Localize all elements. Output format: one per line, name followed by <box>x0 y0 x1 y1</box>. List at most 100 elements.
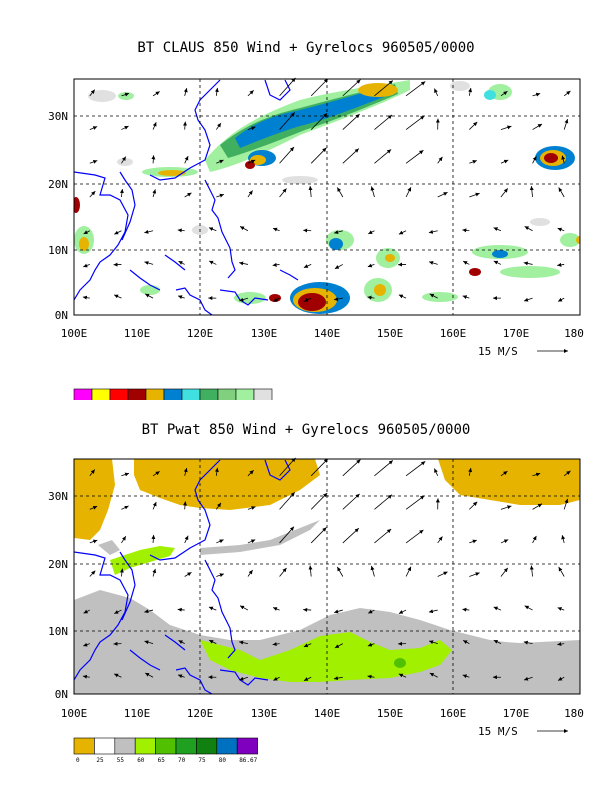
wind-vectors <box>82 77 571 302</box>
wind-vector <box>336 566 344 577</box>
lon-label: 140E <box>314 707 341 720</box>
legend-label: 86.67 <box>239 757 257 764</box>
wind-vector <box>500 159 509 164</box>
wind-vector <box>121 92 130 97</box>
wind-vector <box>469 192 480 198</box>
wind-vectors <box>82 457 571 681</box>
legend-swatch <box>94 737 116 755</box>
wind-vector <box>368 230 375 235</box>
wind-vector <box>303 643 312 648</box>
wind-vector <box>462 674 470 679</box>
wind-vector <box>469 121 478 130</box>
lat-label: 0N <box>55 688 68 701</box>
wind-vector <box>216 539 224 544</box>
wind-vector <box>529 186 534 198</box>
legend-swatch <box>145 388 165 400</box>
wind-vector <box>113 673 122 678</box>
wind-vector <box>83 263 90 268</box>
wind-vector <box>247 569 253 577</box>
wind-vector <box>83 230 90 235</box>
wind-vector <box>342 527 360 544</box>
wind-vector <box>279 457 296 477</box>
legend-label: 55 <box>117 757 125 764</box>
wind-vector <box>121 472 130 477</box>
panel1-title: BT CLAUS 850 Wind + Gyrelocs 960505/0000 <box>137 40 475 56</box>
wind-vector <box>152 122 157 130</box>
wind-vector <box>523 640 533 645</box>
lat-label: 10N <box>48 244 68 257</box>
wind-vector <box>428 609 438 614</box>
wind-vector <box>279 112 296 130</box>
wind-vector <box>216 573 224 578</box>
wind-vector <box>208 227 217 232</box>
wind-vector <box>303 676 312 681</box>
wind-vector <box>144 672 154 678</box>
wind-vector <box>398 230 407 235</box>
wind-vector <box>428 229 438 234</box>
wind-vector <box>374 494 393 510</box>
wind-vector <box>462 607 470 612</box>
wind-vector <box>239 676 249 681</box>
wind-vector <box>469 501 478 510</box>
wind-vector <box>500 567 509 577</box>
wind-vector <box>367 295 375 300</box>
wind-vector <box>398 609 407 614</box>
wind-vector <box>437 191 448 198</box>
wind-vector <box>563 470 571 477</box>
lon-label: 150E <box>377 327 404 340</box>
wind-vector <box>239 605 249 611</box>
legend-swatch <box>127 388 147 400</box>
wind-vector <box>144 609 154 614</box>
legend-swatch <box>163 388 183 400</box>
wind-vector <box>151 155 156 164</box>
wind-vector <box>374 114 393 130</box>
wind-vector <box>119 568 124 577</box>
wind-vector <box>121 125 129 130</box>
wind-vector <box>152 470 160 477</box>
lon-label: 130E <box>251 707 278 720</box>
wind-vector <box>500 539 509 544</box>
wind-vector <box>310 78 329 97</box>
wind-vector <box>405 81 426 97</box>
legend-swatch <box>114 737 136 755</box>
wind-vector <box>215 122 222 130</box>
wind-vector <box>557 262 565 267</box>
wind-vector <box>152 189 157 198</box>
wind-vector <box>405 149 424 164</box>
lat-label: 0N <box>55 309 68 322</box>
wind-vector <box>184 155 189 164</box>
wind-vector <box>89 126 98 130</box>
wind-vector <box>183 467 188 476</box>
lon-label: 180 <box>564 327 584 340</box>
wind-vector <box>532 156 537 164</box>
wind-vector <box>532 503 543 510</box>
wind-vector <box>184 571 192 577</box>
wind-vector <box>398 673 407 678</box>
wind-vector <box>152 501 157 510</box>
coastlines <box>74 79 299 315</box>
legend-label: 70 <box>178 757 186 764</box>
wind-vector <box>121 536 127 544</box>
wind-vector <box>398 294 407 299</box>
wind-vector <box>239 261 249 266</box>
wind-vector <box>342 493 360 510</box>
wind-vector <box>334 264 344 270</box>
wind-vector <box>121 156 127 164</box>
lon-label: 170E <box>503 707 530 720</box>
legend-label: 65 <box>158 757 166 764</box>
wind-vector <box>144 640 154 645</box>
legend-swatch <box>91 388 111 400</box>
lon-label: 160E <box>440 707 467 720</box>
wind-vector <box>303 264 312 269</box>
wind-vector <box>374 528 392 544</box>
legend-swatch <box>235 388 255 400</box>
wind-vector <box>523 676 533 681</box>
wind-vector <box>342 113 360 130</box>
map-frame <box>73 78 581 316</box>
wind-vector <box>113 294 122 299</box>
wind-vector <box>342 148 360 164</box>
wind-vector <box>563 118 569 130</box>
lat-label: 20N <box>48 558 68 571</box>
lon-label: 130E <box>251 327 278 340</box>
wind-vector <box>215 502 222 510</box>
